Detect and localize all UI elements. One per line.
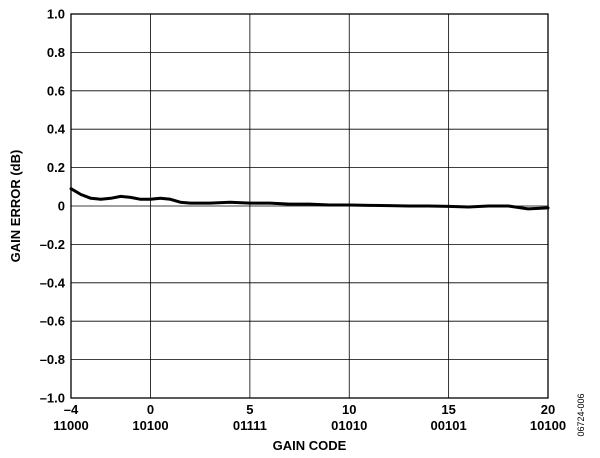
figure-id: 06724-006 — [576, 393, 586, 436]
x-tick-code-label: 01111 — [233, 418, 267, 433]
grid-lines — [71, 14, 548, 398]
y-tick-label: 0.2 — [47, 160, 65, 175]
y-tick-label: –0.2 — [40, 237, 65, 252]
x-tick-label: 20 — [541, 402, 555, 417]
x-tick-label: 15 — [441, 402, 455, 417]
y-tick-labels: 1.0 0.8 0.6 0.4 0.2 0 –0.2 –0.4 –0.6 –0.8 –1.0 — [40, 7, 66, 406]
x-tick-code-label: 10100 — [530, 418, 566, 433]
x-tick-label: 5 — [246, 402, 253, 417]
x-tick-label: 0 — [147, 402, 154, 417]
x-tick-code-label: 00101 — [431, 418, 467, 433]
plot-frame — [70, 13, 549, 399]
y-tick-label: –0.8 — [40, 352, 65, 367]
series-layer — [69, 187, 550, 211]
x-tick-label: 10 — [342, 402, 356, 417]
y-tick-label: –1.0 — [40, 391, 65, 406]
y-axis-label: GAIN ERROR (dB) — [8, 150, 23, 263]
x-tick-label: –4 — [64, 402, 79, 417]
x-tick-code-label: 11000 — [53, 418, 88, 433]
y-tick-label: 0.8 — [47, 45, 65, 60]
x-axis-label: GAIN CODE — [273, 438, 347, 453]
y-tick-label: 0.6 — [47, 83, 65, 98]
y-tick-label: 0 — [58, 199, 65, 214]
y-tick-label: 1.0 — [47, 7, 65, 22]
x-tick-code-label: 10100 — [132, 418, 168, 433]
x-tick-code-label: 01010 — [331, 418, 367, 433]
series-line — [69, 187, 550, 211]
y-tick-label: –0.6 — [40, 314, 65, 329]
y-tick-label: –0.4 — [40, 275, 66, 290]
y-tick-label: 0.4 — [47, 122, 66, 137]
